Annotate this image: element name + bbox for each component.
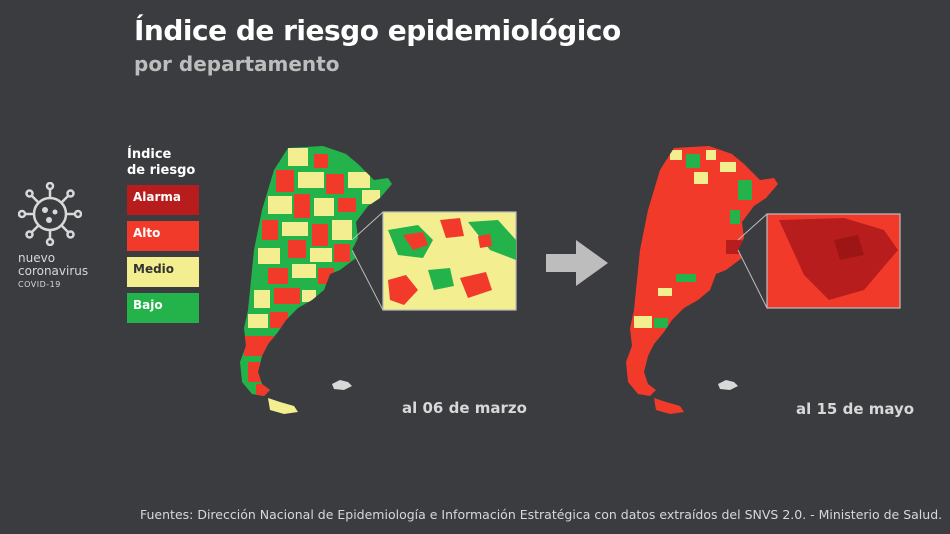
legend-item-alarma: Alarma [127,185,199,215]
map-marzo [240,146,517,414]
date-label-marzo: al 06 de marzo [402,399,527,417]
map-mayo [626,146,901,414]
legend-title-line-1: Índice [127,147,172,162]
legend-item-medio: Medio [127,257,199,287]
covid-logo: nuevo coronavirus COVID-19 [18,182,108,291]
arrow-right-icon [546,240,608,286]
page-subtitle: por departamento [134,52,340,76]
page-title: Índice de riesgo epidemiológico [134,14,621,47]
virus-icon [18,182,82,246]
logo-line-1: nuevo [18,251,56,265]
legend-item-bajo: Bajo [127,293,199,323]
logo-line-2: coronavirus [18,264,89,278]
date-label-mayo: al 15 de mayo [796,400,915,418]
source-note: Fuentes: Dirección Nacional de Epidemiol… [140,507,943,522]
risk-legend: Índice de riesgo Alarma Alto Medio Bajo [127,147,207,329]
legend-title: Índice de riesgo [127,147,207,179]
legend-item-alto: Alto [127,221,199,251]
legend-title-line-2: de riesgo [127,163,196,178]
logo-line-3: COVID-19 [18,280,61,289]
